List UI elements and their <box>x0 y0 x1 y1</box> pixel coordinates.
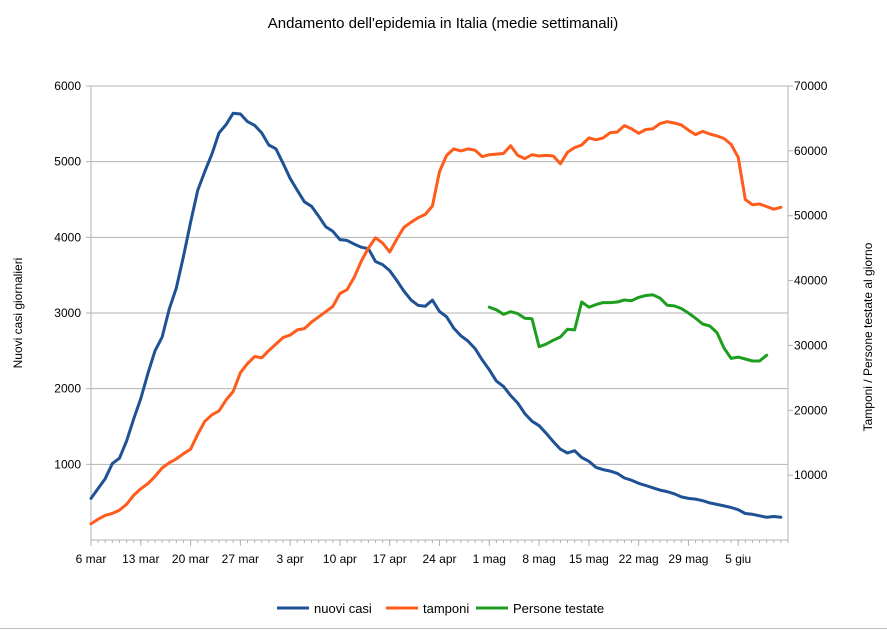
left-tick-label: 3000 <box>54 306 81 320</box>
window-bottom-border <box>0 628 887 629</box>
left-tick-label: 5000 <box>54 155 81 169</box>
x-tick-label: 8 mag <box>522 552 555 566</box>
right-tick-label: 50000 <box>794 209 828 223</box>
left-tick-label: 1000 <box>54 457 81 471</box>
right-tick-label: 10000 <box>794 468 828 482</box>
x-tick-label: 20 mar <box>172 552 209 566</box>
left-tick-label: 6000 <box>54 79 81 93</box>
x-tick-label: 27 mar <box>222 552 259 566</box>
series-lines <box>89 111 783 526</box>
legend-label-nuovi-casi: nuovi casi <box>314 601 372 616</box>
legend-label-persone-testate: Persone testate <box>513 601 604 616</box>
x-tick-label: 3 apr <box>276 552 303 566</box>
x-tick-label: 1 mag <box>473 552 506 566</box>
series-line-tamponi <box>89 120 783 526</box>
left-axis-title: Nuovi casi giornalieri <box>11 258 25 369</box>
gridlines <box>91 85 788 465</box>
right-tick-label: 20000 <box>794 403 828 417</box>
right-axis-title: Tamponi / Persone testate al giorno <box>861 242 875 431</box>
series-line-persone-testate <box>487 293 769 363</box>
left-tick-labels: 1000 2000 3000 4000 5000 6000 <box>54 79 81 471</box>
x-tick-label: 22 mag <box>619 552 659 566</box>
x-tick-label: 29 mag <box>668 552 708 566</box>
right-tick-label: 70000 <box>794 79 828 93</box>
right-tick-label: 40000 <box>794 274 828 288</box>
x-tick-label: 6 mar <box>76 552 107 566</box>
x-tick-label: 13 mar <box>122 552 159 566</box>
legend: nuovi casi tamponi Persone testate <box>277 601 604 616</box>
chart-title: Andamento dell'epidemia in Italia (medie… <box>268 15 619 32</box>
right-tick-labels: 10000 20000 30000 40000 50000 60000 70000 <box>794 79 828 482</box>
x-tick-label: 17 apr <box>373 552 407 566</box>
x-tick-label: 10 apr <box>323 552 357 566</box>
x-tick-label: 5 giu <box>725 552 751 566</box>
legend-label-tamponi: tamponi <box>423 601 469 616</box>
series-line-nuovi-casi <box>89 111 783 519</box>
left-tick-label: 4000 <box>54 230 81 244</box>
right-tick-label: 30000 <box>794 338 828 352</box>
x-tick-label: 24 apr <box>422 552 456 566</box>
right-tick-label: 60000 <box>794 144 828 158</box>
axes <box>86 85 793 546</box>
left-tick-label: 2000 <box>54 382 81 396</box>
x-tick-labels: 6 mar 13 mar 20 mar 27 mar 3 apr 10 apr 17 apr… <box>76 552 752 566</box>
x-tick-label: 15 mag <box>569 552 609 566</box>
